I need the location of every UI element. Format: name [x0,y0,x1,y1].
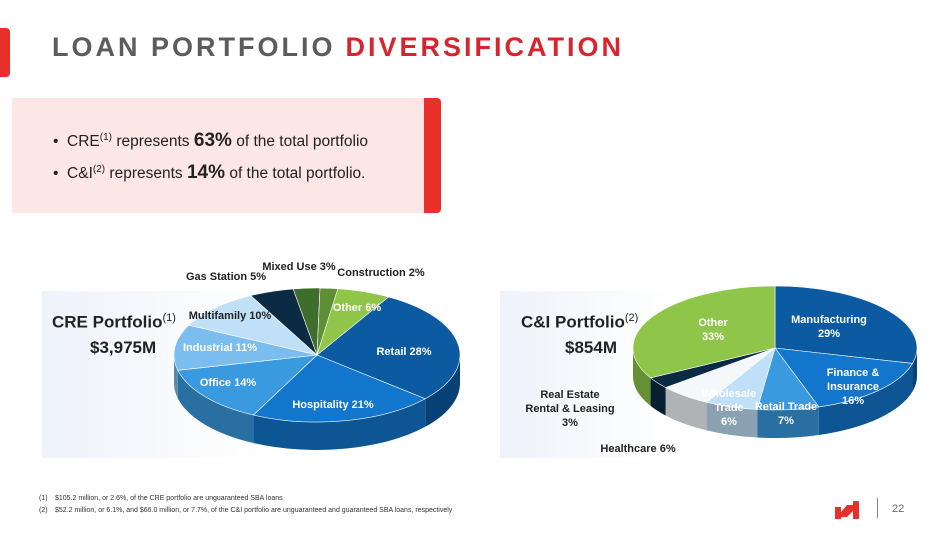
ci-side-finance-and-insurance [818,363,913,435]
cre-slice-retail [316,296,461,400]
ci-pie-chart: Manufacturing 29% Finance & Insurance 16% Ret… [525,285,918,455]
ci-side-retail-trade [757,406,819,438]
cre-side-industrial [174,355,178,399]
bullet-cre-sup: (1) [99,131,113,143]
ci-side-healthcare [665,387,707,431]
cre-label-retail: Retail 28% [376,346,431,358]
summary-callout [12,98,432,213]
ci-side-other [633,348,651,406]
cre-label-mixed-use: Mixed Use 3% [262,261,336,273]
ci-portfolio-total: $854M [565,338,617,357]
cre-title-text: CRE Portfolio [52,312,163,332]
ci-slice-manufacturing [774,285,918,364]
ci-side-wholesale-trade [706,402,758,438]
title-accent-bar [0,28,10,77]
cre-slice-hospitality [252,354,426,423]
cre-label-office: Office 14% [200,377,256,389]
cre-label-industrial: Industrial 11% [183,342,257,354]
cre-portfolio-total: $3,975M [90,338,157,357]
ci-portfolio-title: C&I Portfolio(2) [521,312,638,333]
footnote-2: (2) $52.2 million, or 6.1%, and $66.0 mil… [39,507,452,514]
cre-label-hospitality: Hospitality 21% [292,399,374,411]
footnote-2-text: $52.2 million, or 6.1%, and $66.0 millio… [55,507,453,514]
footnote-2-num: (2) [39,507,48,514]
cre-label-multifamily: Multifamily 10% [189,310,272,322]
bullet-ci: • C&I(2) represents 14% of the total por… [53,162,366,183]
cre-label-construction: Construction 2% [337,267,425,279]
title-part2: DIVERSIFICATION [345,32,624,62]
ci-side-manufacturing [912,348,917,392]
ci-label-finance-and-insurance: Finance & Insurance 16% [827,367,880,407]
cre-slice-office [177,354,318,416]
company-logo-icon [835,501,859,519]
cre-portfolio-title: CRE Portfolio(1) [52,312,176,333]
bullet-ci-sup: (2) [92,163,106,175]
ci-title-sup: (2) [624,312,639,324]
cre-slice-other [316,288,390,356]
ci-slice-finance-and-insurance [774,347,914,408]
bullet-cre-text2: of the total portfolio [231,133,369,150]
ci-label-real-estate-rental-and-leasing: Real Estate Rental & Leasing 3% [525,389,614,429]
bullet-cre-prefix: CRE [67,133,100,150]
cre-pie-chart: Retail 28% Hospitality 21% Office 14% Indus… [173,261,461,450]
bullet-ci-bold: 14% [186,162,226,183]
cre-slice-multifamily [188,295,318,356]
footnote-1-text: $105.2 million, or 2.6%, of the CRE port… [55,495,283,502]
ci-title-text: C&I Portfolio [521,312,625,332]
cre-label-other: Other 6% [333,302,382,314]
ci-label-other: Other 33% [698,317,728,343]
cre-side-retail [425,355,460,427]
logo-separator [877,498,878,518]
page-title: LOAN PORTFOLIO DIVERSIFICATION [52,32,624,63]
ci-slice-other [632,285,776,379]
bullet-cre: • CRE(1) represents 63% of the total por… [53,130,369,151]
bullet-cre-text1: represents [112,133,194,150]
footnote-1: (1) $105.2 million, or 2.6%, of the CRE p… [39,495,283,502]
cre-label-gas-station: Gas Station 5% [186,271,266,283]
ci-side-real-estate-rental-and-leasing [650,377,666,416]
cre-slice-industrial [173,324,318,371]
ci-label-retail-trade: Retail Trade 7% [755,401,817,427]
ci-label-healthcare: Healthcare 6% [600,443,675,455]
footnote-1-num: (1) [39,495,48,502]
bullet-ci-prefix: C&I [67,165,93,182]
title-part1: LOAN PORTFOLIO [52,32,336,62]
page-number: 22 [892,503,905,515]
cre-side-hospitality [253,398,426,450]
callout-accent-edge [424,98,441,213]
bullet-cre-bold: 63% [193,130,232,151]
cre-title-sup: (1) [162,312,176,324]
ci-label-manufacturing: Manufacturing 29% [791,314,867,340]
bullet-ci-text1: represents [105,165,187,182]
bullet-ci-text2: of the total portfolio. [225,165,366,182]
ci-label-wholesale-trade: Wholesale Trade 6% [702,388,756,428]
cre-side-office [177,370,254,444]
